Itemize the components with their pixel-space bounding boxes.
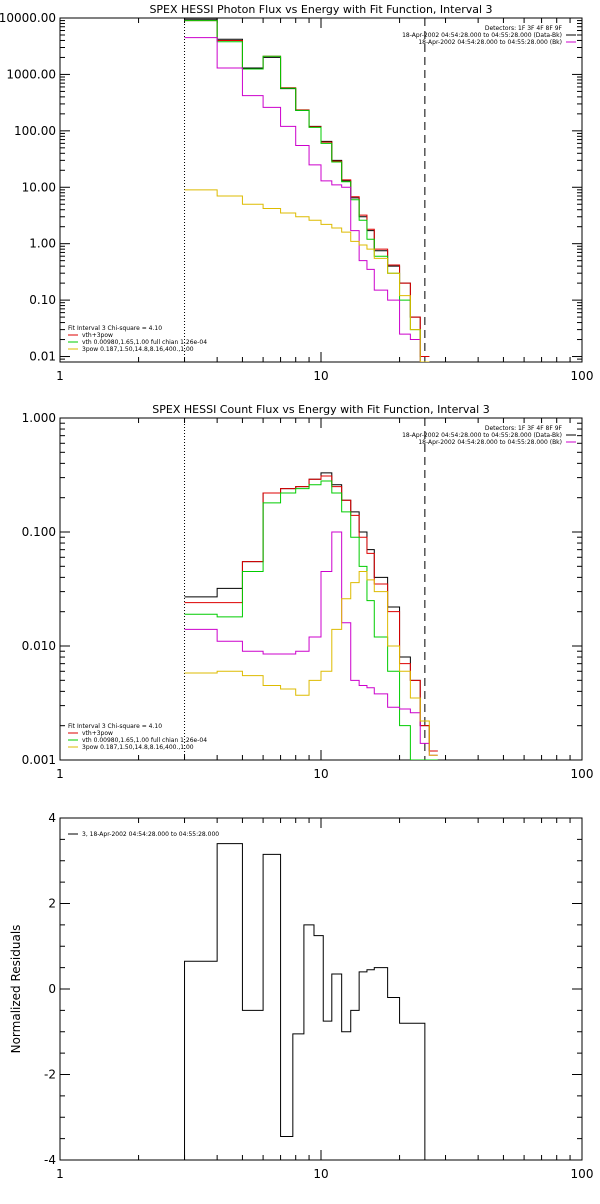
x-tick-label: 100 xyxy=(571,369,594,383)
chart-panel-1: SPEX HESSI Photon Flux vs Energy with Fi… xyxy=(0,3,593,383)
series-4-line xyxy=(184,531,438,756)
y-tick-label: -2 xyxy=(44,1068,56,1082)
legend-entry: Fit Interval 3 Chi-square = 4.10 xyxy=(68,325,162,332)
legend-entry: vth 0.00980,1.65,1.00 full chian 1.26e-0… xyxy=(82,737,207,744)
x-tick-label: 10 xyxy=(313,369,328,383)
series-1-line xyxy=(184,18,430,358)
x-tick-label: 100 xyxy=(571,1167,594,1181)
x-tick-label: 10 xyxy=(313,1167,328,1181)
y-tick-label: 0 xyxy=(48,982,56,996)
y-tick-label: 10.00 xyxy=(22,180,56,194)
plot-frame xyxy=(59,17,583,363)
info-text: 18-Apr-2002 04:54:28.000 to 04:55:28.000… xyxy=(418,39,562,46)
y-tick-label: 1.00 xyxy=(29,237,56,251)
x-tick-label: 1 xyxy=(56,369,64,383)
series-4-line xyxy=(184,37,430,362)
series-3-line xyxy=(184,20,430,362)
y-tick-label: 100.00 xyxy=(14,124,56,138)
chart-panel-3: Normalized Residuals 1 10 100 -4 -2 0 2 4 3, 18-A… xyxy=(9,811,593,1181)
chart-panel-2: SPEX HESSI Count Flux vs Energy with Fit… xyxy=(22,403,594,781)
info-text: Detectors: 1F 3F 4F 8F 9F xyxy=(485,25,563,32)
legend-entry: 3, 18-Apr-2002 04:54:28.000 to 04:55:28.… xyxy=(82,831,219,838)
info-text: Detectors: 1F 3F 4F 8F 9F xyxy=(485,425,563,432)
series-3-line xyxy=(184,480,438,760)
y-tick-label: 1000.00 xyxy=(6,67,56,81)
legend-entry: vth 0.00980,1.65,1.00 full chian 1.26e-0… xyxy=(82,339,207,346)
y-tick-label: 0.010 xyxy=(22,639,56,653)
plot-frame xyxy=(59,417,583,761)
info-text: 18-Apr-2002 04:54:28.000 to 04:55:28.000… xyxy=(402,432,562,439)
x-tick-label: 1 xyxy=(56,1167,64,1181)
x-tick-label: 10 xyxy=(313,767,328,781)
series-5-line xyxy=(184,189,430,362)
series-5-line xyxy=(184,571,438,756)
x-tick-label: 1 xyxy=(56,767,64,781)
info-text: 18-Apr-2002 04:54:28.000 to 04:55:28.000… xyxy=(402,32,562,39)
y-tick-label: 0.10 xyxy=(29,293,56,307)
chart-title: SPEX HESSI Photon Flux vs Energy with Fi… xyxy=(149,3,492,16)
legend-entry: vth+3pow xyxy=(82,730,113,737)
y-tick-label: 1.000 xyxy=(22,411,56,425)
y-tick-label: 0.100 xyxy=(22,525,56,539)
legend-entry: Fit Interval 3 Chi-square = 4.10 xyxy=(68,723,162,730)
y-tick-label: 0.001 xyxy=(22,753,56,767)
plot-frame xyxy=(59,817,583,1161)
y-tick-label: 0.01 xyxy=(29,350,56,364)
chart-title: SPEX HESSI Count Flux vs Energy with Fit… xyxy=(152,403,489,416)
y-tick-label: 4 xyxy=(48,811,56,825)
series-1-line xyxy=(184,843,426,1160)
info-text: 18-Apr-2002 04:54:28.000 to 04:55:28.000… xyxy=(418,439,562,446)
y-axis-label: Normalized Residuals xyxy=(9,925,23,1054)
legend-entry: vth+3pow xyxy=(82,332,113,339)
legend-entry: 3pow 0.187,1.50,14.8,8.16,400.,1.00 xyxy=(82,744,194,751)
y-tick-label: 10000.00 xyxy=(0,11,56,25)
y-tick-label: -4 xyxy=(44,1153,56,1167)
series-2-line xyxy=(184,20,430,358)
x-tick-label: 100 xyxy=(571,767,594,781)
legend-entry: 3pow 0.187,1.50,14.8,8.16,400.,1.00 xyxy=(82,346,194,353)
y-tick-label: 2 xyxy=(48,897,56,911)
